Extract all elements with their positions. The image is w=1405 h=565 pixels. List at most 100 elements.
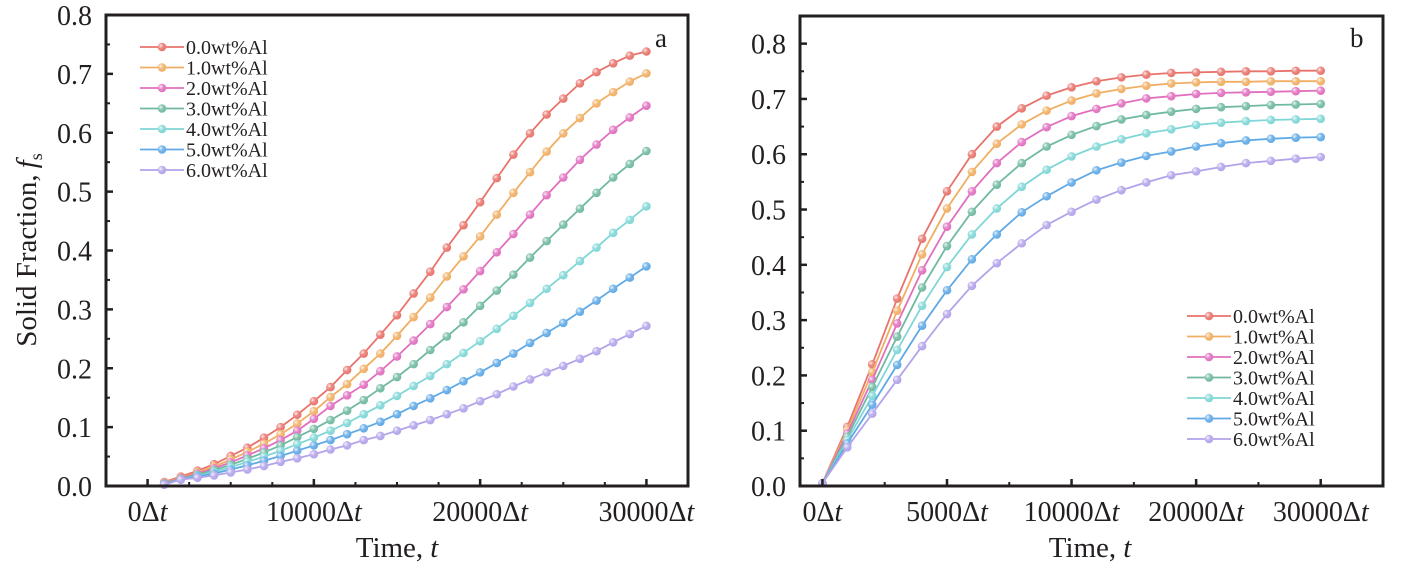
legend-entry: 2.0wt%Al bbox=[140, 78, 268, 100]
series-line bbox=[163, 265, 647, 486]
data-point-shine bbox=[425, 267, 435, 276]
data-point-shine bbox=[575, 204, 585, 213]
data-point-shine bbox=[276, 422, 285, 432]
data-point-shine bbox=[1067, 96, 1076, 105]
data-point-shine bbox=[558, 129, 568, 138]
data-point-shine bbox=[376, 431, 385, 441]
legend-swatch-shine bbox=[1204, 434, 1214, 444]
legend-label: 2.0wt%Al bbox=[1233, 347, 1315, 369]
data-point-shine bbox=[442, 409, 452, 419]
panel-a-x-axis-label-text: Time, bbox=[356, 532, 423, 564]
data-point-shine bbox=[1042, 191, 1051, 201]
series-line bbox=[163, 205, 647, 486]
data-point-shine bbox=[1117, 99, 1126, 108]
y-tick-label: 0.7 bbox=[751, 85, 786, 116]
data-point-shine bbox=[642, 262, 651, 271]
y-tick-label: 0.3 bbox=[57, 295, 92, 326]
data-point-shine bbox=[1142, 81, 1151, 90]
data-point-shine bbox=[967, 167, 977, 177]
data-point-shine bbox=[575, 155, 585, 165]
data-point-shine bbox=[1166, 79, 1176, 88]
data-point-shine bbox=[1092, 165, 1101, 175]
data-point-shine bbox=[1216, 67, 1226, 77]
legend-label: 3.0wt%Al bbox=[1233, 368, 1315, 390]
data-point-shine bbox=[967, 230, 977, 239]
data-point-shine bbox=[1191, 89, 1201, 99]
data-point-shine bbox=[525, 129, 535, 138]
data-point-shine bbox=[1241, 88, 1251, 97]
data-point-shine bbox=[608, 228, 618, 238]
panel-b: 0.0 0.1 0.2 0.3 0.4 0.5 0.6 0.7 0.8 0Δt 5000Δt 1000… bbox=[751, 14, 1385, 564]
data-point-shine bbox=[1017, 207, 1027, 217]
data-point-shine bbox=[309, 449, 319, 459]
data-point-shine bbox=[1117, 115, 1126, 124]
data-point-shine bbox=[1042, 122, 1051, 132]
y-tick-label: 0.8 bbox=[751, 30, 786, 61]
series-2.0wt%Al bbox=[818, 86, 1326, 488]
panel-b-x-axis-label-text: Time, bbox=[1049, 532, 1116, 564]
data-point-shine bbox=[492, 389, 502, 399]
y-tick-label: 0.2 bbox=[751, 361, 786, 392]
legend-label: 1.0wt%Al bbox=[1233, 327, 1315, 349]
data-point-shine bbox=[1241, 158, 1251, 168]
data-point-shine bbox=[1291, 66, 1301, 76]
data-point-shine bbox=[1241, 136, 1251, 145]
data-point-shine bbox=[542, 190, 551, 200]
x-tick-label: 0Δt bbox=[128, 497, 169, 528]
data-point-shine bbox=[359, 349, 369, 358]
data-point-shine bbox=[575, 307, 585, 317]
data-point-shine bbox=[1241, 66, 1251, 76]
data-point-shine bbox=[475, 266, 485, 276]
data-point-shine bbox=[492, 210, 502, 219]
data-point-shine bbox=[243, 465, 252, 474]
data-point-shine bbox=[642, 68, 651, 78]
data-point-shine bbox=[392, 310, 402, 320]
data-point-shine bbox=[558, 318, 568, 328]
data-point-shine bbox=[492, 358, 502, 368]
data-point-shine bbox=[592, 99, 601, 108]
data-point-shine bbox=[1241, 116, 1251, 126]
panel-b-x-axis-label: Time, t bbox=[1049, 532, 1132, 564]
data-point-shine bbox=[509, 150, 518, 159]
data-point-shine bbox=[1191, 68, 1201, 77]
data-point-shine bbox=[917, 321, 927, 330]
data-point-shine bbox=[542, 368, 551, 377]
data-point-shine bbox=[342, 406, 352, 415]
data-point-shine bbox=[1042, 165, 1051, 175]
data-point-shine bbox=[392, 391, 402, 401]
data-point-shine bbox=[292, 454, 302, 463]
data-point-shine bbox=[359, 424, 369, 433]
data-point-shine bbox=[392, 372, 402, 382]
data-point-shine bbox=[1166, 68, 1176, 78]
data-point-shine bbox=[359, 364, 369, 374]
data-point-shine bbox=[326, 392, 335, 402]
data-point-shine bbox=[292, 432, 302, 442]
data-point-shine bbox=[892, 332, 902, 342]
data-point-shine bbox=[1216, 118, 1226, 128]
data-point-shine bbox=[592, 188, 601, 198]
legend-label: 0.0wt%Al bbox=[1233, 306, 1315, 328]
data-point-shine bbox=[917, 250, 927, 259]
data-point-shine bbox=[1017, 120, 1027, 129]
data-point-shine bbox=[592, 296, 601, 305]
data-point-shine bbox=[843, 442, 852, 452]
data-point-shine bbox=[642, 101, 651, 110]
data-point-shine bbox=[392, 409, 402, 419]
data-point-shine bbox=[1191, 142, 1201, 151]
data-point-shine bbox=[1017, 182, 1027, 192]
legend-label: 0.0wt%Al bbox=[186, 37, 268, 59]
legend-label: 3.0wt%Al bbox=[186, 99, 268, 121]
data-point-shine bbox=[542, 147, 551, 156]
data-point-shine bbox=[409, 359, 418, 369]
data-point-shine bbox=[608, 58, 618, 68]
data-point-shine bbox=[425, 415, 435, 425]
data-point-shine bbox=[942, 241, 952, 251]
data-point-shine bbox=[392, 426, 402, 435]
panel-b-legend: 0.0wt%Al1.0wt%Al2.0wt%Al3.0wt%Al4.0wt%Al… bbox=[1187, 306, 1315, 451]
panel-a-y-axis-label-sub: s bbox=[26, 153, 46, 160]
data-point-shine bbox=[475, 232, 485, 241]
data-point-shine bbox=[642, 321, 651, 331]
data-point-shine bbox=[459, 318, 468, 327]
data-point-shine bbox=[509, 188, 518, 198]
data-point-shine bbox=[292, 426, 302, 435]
